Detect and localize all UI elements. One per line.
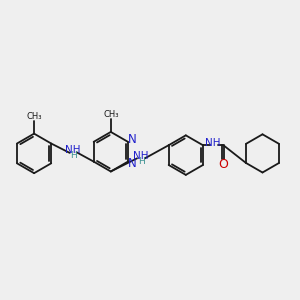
Text: N: N	[128, 157, 136, 170]
Text: N: N	[128, 133, 136, 146]
Text: CH₃: CH₃	[103, 110, 118, 119]
Text: H: H	[70, 152, 76, 160]
Text: O: O	[218, 158, 228, 171]
Text: H: H	[138, 157, 145, 166]
Text: CH₃: CH₃	[26, 112, 42, 121]
Text: NH: NH	[65, 145, 81, 155]
Text: NH: NH	[206, 138, 221, 148]
Text: NH: NH	[133, 151, 149, 161]
